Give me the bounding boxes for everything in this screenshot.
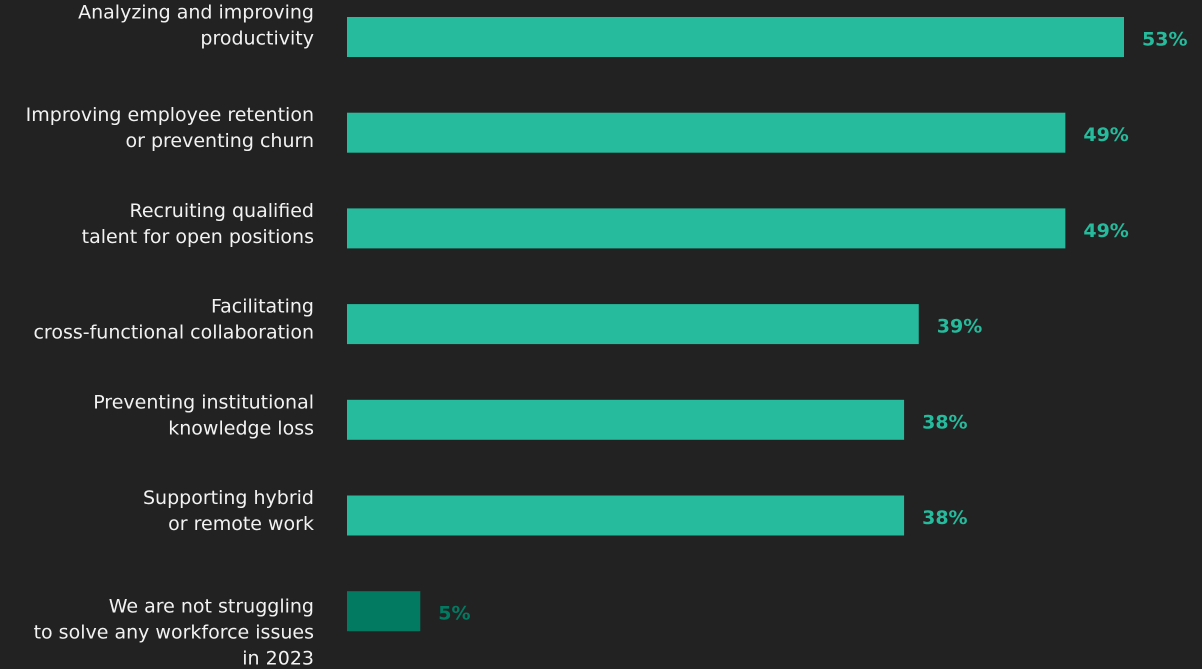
value-label: 38% — [922, 411, 967, 433]
category-label: Facilitating — [211, 296, 314, 318]
value-label: 38% — [922, 507, 967, 529]
bar — [347, 304, 919, 345]
bar — [347, 17, 1124, 57]
category-label: knowledge loss — [168, 417, 314, 439]
value-label: 49% — [1083, 124, 1128, 146]
bar — [347, 591, 421, 632]
category-label: in 2023 — [242, 648, 314, 669]
category-label: or remote work — [168, 513, 314, 535]
bar — [347, 495, 905, 536]
category-label: Improving employee retention — [26, 104, 314, 126]
category-label: or preventing churn — [125, 130, 314, 152]
value-label: 39% — [937, 316, 982, 338]
category-label: productivity — [200, 28, 314, 50]
bar — [347, 208, 1066, 249]
bar — [347, 112, 1066, 153]
category-label: Recruiting qualified — [129, 200, 314, 222]
value-label: 5% — [438, 603, 470, 625]
category-label: Supporting hybrid — [143, 487, 314, 509]
category-label: Analyzing and improving — [78, 2, 314, 24]
value-label: 53% — [1142, 29, 1187, 51]
category-label: talent for open positions — [82, 226, 314, 248]
bar — [347, 399, 905, 440]
category-label: Preventing institutional — [93, 391, 314, 413]
value-label: 49% — [1083, 220, 1128, 242]
category-label: to solve any workforce issues — [34, 622, 314, 644]
category-label: We are not struggling — [109, 596, 314, 618]
category-label: cross-functional collaboration — [33, 322, 314, 344]
